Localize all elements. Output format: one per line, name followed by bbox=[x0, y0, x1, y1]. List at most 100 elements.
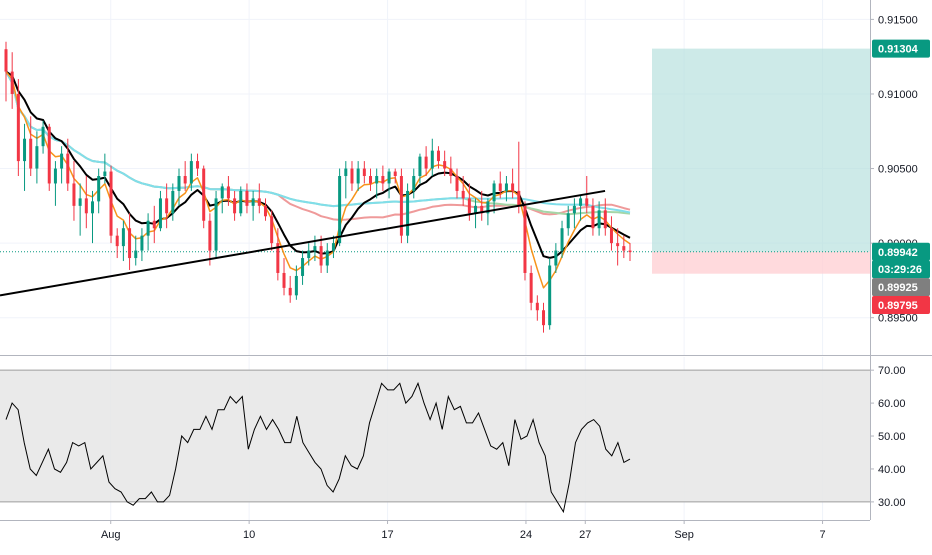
time-tick-label: 10 bbox=[243, 529, 255, 541]
candle bbox=[226, 176, 230, 206]
candle bbox=[393, 168, 397, 184]
price-tag-bg bbox=[872, 278, 930, 297]
candle bbox=[23, 123, 27, 191]
candle bbox=[560, 220, 564, 259]
candle bbox=[511, 168, 515, 199]
candle-body bbox=[270, 216, 274, 244]
candle-body bbox=[566, 213, 570, 229]
price-tag-bg bbox=[872, 260, 930, 279]
candle-body bbox=[301, 258, 305, 276]
indicator-tick-label: 60.00 bbox=[878, 398, 906, 410]
candle bbox=[375, 168, 379, 199]
candle-body bbox=[585, 198, 589, 206]
time-tick-label: 24 bbox=[520, 529, 532, 541]
axes-layer: 0.915000.910000.905000.900000.8950070.00… bbox=[0, 0, 932, 541]
candle-body bbox=[146, 220, 150, 236]
candle-body bbox=[60, 153, 64, 169]
position-stop-zone[interactable] bbox=[652, 251, 870, 274]
moving-average-line-4 bbox=[5, 70, 631, 259]
candle bbox=[121, 220, 125, 262]
candle bbox=[66, 138, 70, 191]
candle-body bbox=[603, 210, 607, 229]
candle bbox=[60, 146, 64, 184]
candle-body bbox=[430, 150, 434, 169]
candle bbox=[177, 168, 181, 206]
candle bbox=[418, 153, 422, 184]
candle-body bbox=[325, 250, 329, 266]
candle bbox=[449, 156, 453, 184]
trendline[interactable] bbox=[0, 189, 606, 297]
candle-body bbox=[542, 310, 546, 326]
candle-body bbox=[233, 198, 237, 214]
trendline-layer[interactable] bbox=[0, 189, 606, 297]
candle bbox=[115, 228, 119, 259]
candle-body bbox=[208, 220, 212, 251]
candle bbox=[362, 161, 366, 184]
candle-body bbox=[338, 176, 342, 244]
candle-body bbox=[294, 275, 298, 296]
candle-body bbox=[196, 161, 200, 169]
candle-body bbox=[103, 171, 107, 177]
price-tag-label: 0.89942 bbox=[878, 247, 918, 259]
candle bbox=[325, 243, 329, 273]
candle-body bbox=[418, 156, 422, 177]
candle-body bbox=[282, 272, 286, 288]
candle-body bbox=[616, 243, 620, 247]
candle-body bbox=[560, 228, 564, 251]
candle-body bbox=[436, 150, 440, 162]
candle-body bbox=[474, 205, 478, 214]
candle-body bbox=[554, 250, 558, 266]
candle-body bbox=[226, 186, 230, 199]
candle-body bbox=[288, 287, 292, 296]
candle-body bbox=[66, 153, 70, 184]
candle-body bbox=[214, 198, 218, 251]
candle bbox=[350, 161, 354, 191]
candle bbox=[263, 198, 267, 221]
indicator-line bbox=[5, 381, 631, 514]
candle-body bbox=[511, 183, 515, 191]
price-tag-label: 0.89795 bbox=[878, 300, 918, 312]
candle-body bbox=[23, 138, 27, 162]
candle-body bbox=[257, 198, 261, 206]
price-tick-label: 0.91500 bbox=[878, 14, 918, 26]
candle-body bbox=[498, 183, 502, 191]
candle-body bbox=[319, 246, 323, 266]
candle bbox=[29, 116, 33, 177]
candle bbox=[616, 228, 620, 266]
candle-body bbox=[251, 198, 255, 206]
price-tag: 0.91304 bbox=[872, 39, 930, 58]
candle-body bbox=[177, 176, 181, 191]
candle bbox=[628, 243, 632, 262]
candle bbox=[301, 250, 305, 285]
candle bbox=[282, 258, 286, 296]
candle-body bbox=[220, 186, 224, 199]
candle-body bbox=[53, 168, 57, 184]
candle-body bbox=[10, 71, 14, 94]
candle-body bbox=[152, 220, 156, 229]
price-tag: 0.89795 bbox=[872, 296, 930, 315]
candle-body bbox=[381, 176, 385, 184]
candle-body bbox=[387, 171, 391, 184]
candle-body bbox=[412, 176, 416, 191]
candle bbox=[41, 120, 45, 154]
candle bbox=[35, 131, 39, 184]
candle bbox=[622, 235, 626, 259]
candle-body bbox=[461, 190, 465, 199]
price-tag-label: 03:29:26 bbox=[878, 264, 922, 276]
indicator-tick-label: 70.00 bbox=[878, 365, 906, 377]
candle bbox=[529, 265, 533, 311]
long-position-tool[interactable] bbox=[0, 48, 870, 274]
candle-body bbox=[307, 250, 311, 259]
candle bbox=[189, 153, 193, 191]
candle-body bbox=[263, 205, 267, 217]
candle bbox=[424, 146, 428, 177]
candle bbox=[208, 213, 212, 266]
candle-body bbox=[165, 198, 169, 214]
candle bbox=[165, 183, 169, 229]
position-profit-zone[interactable] bbox=[652, 48, 870, 252]
candle bbox=[436, 146, 440, 169]
candle-body bbox=[171, 190, 175, 214]
candle bbox=[338, 168, 342, 247]
